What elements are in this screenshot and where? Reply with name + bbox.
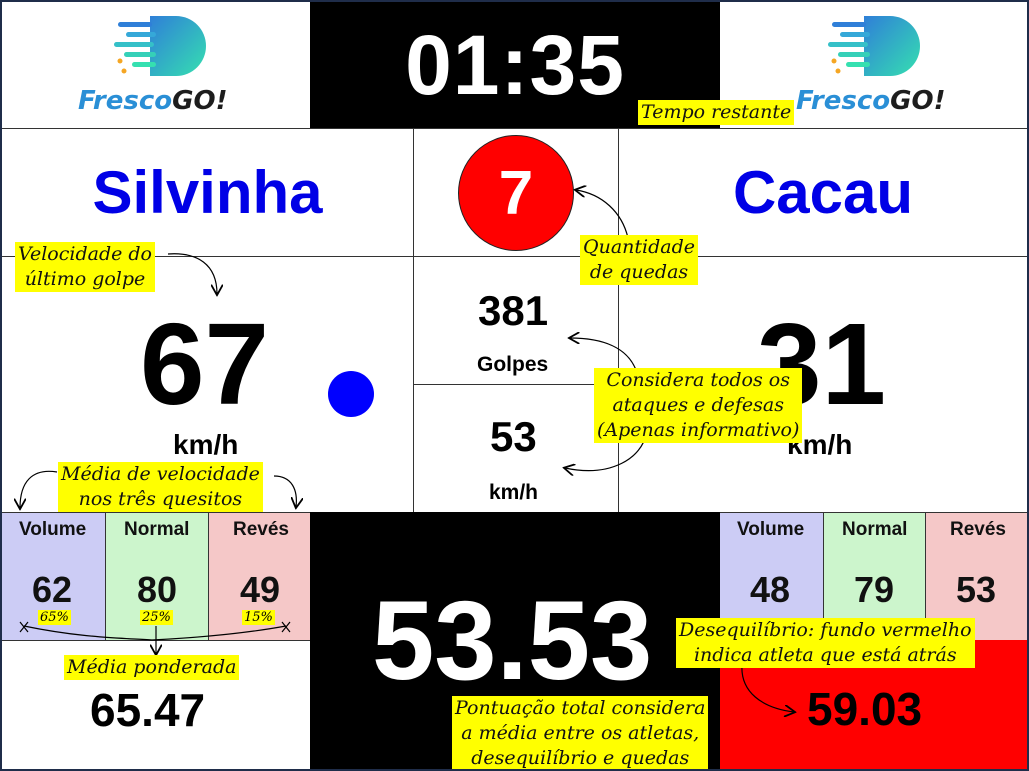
logo-wordmark: FrescoGO! [796, 86, 946, 116]
weight-reves: 15% [242, 610, 275, 625]
player-left-weighted-avg: 65.47 [90, 684, 206, 736]
category-label: Revés [233, 519, 289, 540]
category-label: Normal [124, 519, 190, 540]
player-right-name: Cacau [732, 159, 914, 226]
logo-wordmark: FrescoGO! [78, 86, 228, 116]
strikes-label: Golpes [477, 353, 549, 376]
falls-count: 7 [458, 135, 574, 251]
annotation-strikes: Considera todos os ataques e defesas (Ap… [594, 368, 803, 443]
avg-speed-unit: km/h [489, 481, 539, 504]
player-left-speed-cell: 67 km/h [2, 256, 413, 512]
avg-speed-value: 53 [490, 413, 537, 460]
category-value: 53 [956, 569, 997, 610]
player-left-last-speed: 67 [140, 299, 270, 429]
category-value: 79 [854, 569, 895, 610]
player-left-name: Silvinha [92, 159, 323, 226]
annotation-last-speed: Velocidade do último golpe [15, 242, 155, 292]
weight-volume: 65% [38, 610, 71, 625]
category-label: Revés [950, 519, 1006, 540]
annotation-imbalance: Desequilíbrio: fundo vermelho indica atl… [676, 618, 975, 668]
annotation-total-score: Pontuação total considera a média entre … [452, 696, 709, 769]
player-right-weighted-avg: 59.03 [807, 683, 923, 735]
category-label: Normal [842, 519, 908, 540]
total-score: 53.53 [372, 578, 653, 703]
category-label: Volume [19, 519, 87, 540]
category-value: 48 [750, 569, 791, 610]
strikes-count: 381 [478, 287, 549, 334]
serve-indicator-dot [328, 371, 374, 417]
annotation-weighted-average: Média ponderada [64, 655, 240, 680]
category-value: 49 [240, 569, 281, 610]
logo-panel-left: FrescoGO! [2, 2, 310, 128]
player-right-name-cell: Cacau [618, 128, 1027, 256]
category-value: 62 [32, 569, 73, 610]
strikes-cell: 381 Golpes [413, 256, 618, 384]
player-right-reves-cell: Revés 53 [925, 512, 1027, 640]
avg-speed-cell: 53 km/h [413, 384, 618, 512]
logo-panel-right: FrescoGO! [720, 2, 1027, 128]
timer-value: 01:35 [405, 17, 625, 112]
category-value: 80 [137, 569, 178, 610]
annotation-time-remaining: Tempo restante [638, 100, 795, 125]
player-left-name-cell: Silvinha [2, 128, 413, 256]
player-left-speed-unit: km/h [173, 429, 239, 460]
weight-normal: 25% [140, 610, 173, 625]
annotation-average-speed: Média de velocidade nos três quesitos [58, 462, 263, 512]
falls-cell: 7 [413, 128, 618, 256]
logo-mark-icon [828, 16, 920, 76]
logo-mark-icon [114, 16, 206, 76]
category-label: Volume [737, 519, 805, 540]
annotation-falls: Quantidade de quedas [580, 235, 698, 285]
